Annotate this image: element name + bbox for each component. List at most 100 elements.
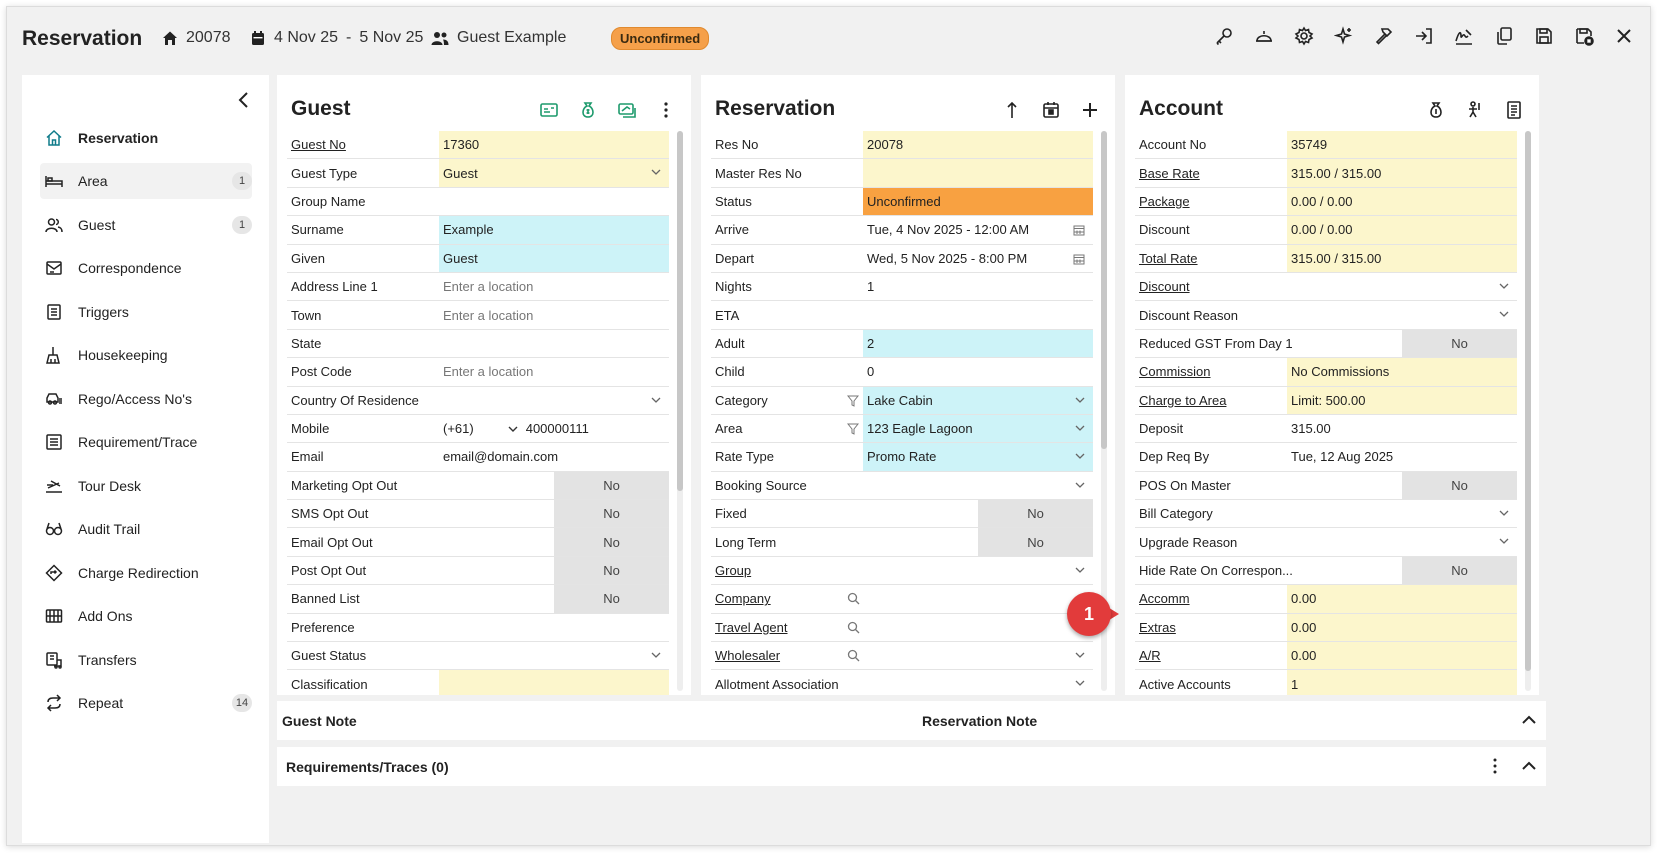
chevron-down-icon[interactable] (1499, 537, 1509, 545)
field-value[interactable]: No Commissions (1287, 358, 1517, 386)
field-label[interactable]: Accomm (1139, 591, 1190, 607)
calendar-icon[interactable] (1073, 224, 1085, 236)
field-label[interactable]: Company (715, 591, 771, 607)
field-value[interactable] (863, 585, 1093, 612)
service-bell-button[interactable] (1253, 25, 1275, 47)
field-value[interactable]: 0.00 (1287, 585, 1517, 613)
settings-button[interactable] (1293, 25, 1315, 47)
chevron-down-icon[interactable] (1075, 651, 1085, 659)
field-label[interactable]: Package (1139, 193, 1190, 209)
field-value[interactable]: 0.00 (1287, 642, 1517, 670)
sidebar-item-add-ons[interactable]: Add Ons (40, 598, 252, 634)
chevron-down-icon[interactable] (1075, 424, 1085, 432)
guest-card-money-button[interactable] (616, 99, 638, 121)
chevron-up-icon[interactable] (1520, 711, 1538, 729)
field-value[interactable] (863, 159, 1093, 187)
field-value[interactable]: 315.00 / 315.00 (1287, 244, 1517, 272)
field-value[interactable]: 0.00 (1287, 613, 1517, 642)
field-value[interactable]: 315.00 / 315.00 (1287, 159, 1517, 187)
field-value[interactable]: Guest (439, 244, 669, 272)
field-value[interactable] (1287, 500, 1517, 527)
chevron-down-icon[interactable] (508, 425, 518, 433)
sidebar-item-tour-desk[interactable]: Tour Desk (40, 468, 252, 504)
field-value[interactable] (439, 642, 669, 669)
statement-button[interactable] (1503, 99, 1525, 121)
chevron-down-icon[interactable] (1075, 566, 1085, 574)
field-label[interactable]: Travel Agent (715, 619, 788, 635)
chevron-down-icon[interactable] (1075, 396, 1085, 404)
sidebar-item-rego[interactable]: Rego/Access No's (40, 381, 252, 417)
sidebar-item-area[interactable]: Area 1 (40, 163, 252, 199)
chevron-down-icon[interactable] (1499, 509, 1509, 517)
location-input-placeholder[interactable]: Enter a location (443, 364, 534, 380)
toggle-switch[interactable]: No (554, 528, 669, 556)
sidebar-item-repeat[interactable]: Repeat 14 (40, 685, 252, 721)
field-value[interactable]: (+61) 400000111 (439, 415, 669, 442)
field-label[interactable]: Base Rate (1139, 165, 1200, 181)
magic-button[interactable] (1333, 25, 1355, 47)
field-value[interactable]: 1 (1287, 670, 1517, 695)
chevron-down-icon[interactable] (1075, 481, 1085, 489)
field-value[interactable]: Promo Rate (863, 443, 1093, 471)
scrollbar-thumb[interactable] (1101, 131, 1107, 449)
field-value[interactable] (1287, 301, 1517, 328)
reservation-note-label[interactable]: Reservation Note (922, 713, 1038, 729)
copy-button[interactable] (1493, 25, 1515, 47)
more-vertical-icon[interactable] (1486, 757, 1504, 775)
account-scrollbar[interactable] (1525, 131, 1531, 691)
field-value[interactable] (863, 557, 1093, 584)
toggle-switch[interactable]: No (1402, 329, 1517, 358)
guest-more-button[interactable] (655, 99, 677, 121)
search-icon[interactable] (847, 621, 860, 634)
field-value[interactable] (439, 670, 669, 695)
sidebar-item-charge-redirection[interactable]: Charge Redirection (40, 555, 252, 591)
field-value[interactable]: 123 Eagle Lagoon (863, 414, 1093, 443)
check-in-button[interactable] (1413, 25, 1435, 47)
toggle-switch[interactable]: No (554, 471, 669, 500)
add-button[interactable] (1079, 99, 1101, 121)
field-label[interactable]: Guest No (291, 137, 346, 153)
field-value[interactable] (439, 614, 669, 641)
filter-icon[interactable] (847, 423, 859, 435)
field-value[interactable]: Wed, 5 Nov 2025 - 8:00 PM (863, 245, 1093, 272)
close-button[interactable] (1613, 25, 1635, 47)
save-close-button[interactable] (1573, 25, 1595, 47)
field-label[interactable]: Group (715, 563, 752, 579)
field-value[interactable]: 0 (863, 358, 1093, 385)
field-value[interactable]: 17360 (439, 131, 669, 159)
filter-icon[interactable] (847, 395, 859, 407)
field-value[interactable]: Limit: 500.00 (1287, 386, 1517, 414)
sidebar-item-transfers[interactable]: Transfers (40, 642, 252, 678)
field-value[interactable]: Enter a location (439, 273, 669, 300)
scrollbar-thumb[interactable] (1525, 131, 1531, 671)
chevron-down-icon[interactable] (1499, 282, 1509, 290)
field-value[interactable]: Enter a location (439, 358, 669, 385)
guest-money-button[interactable] (577, 99, 599, 121)
toggle-switch[interactable]: No (978, 500, 1093, 528)
field-value[interactable]: Guest (439, 159, 669, 187)
sidebar-item-guest[interactable]: Guest 1 (40, 207, 252, 243)
move-up-button[interactable] (1001, 99, 1023, 121)
search-icon[interactable] (847, 649, 860, 662)
field-value[interactable]: Tue, 12 Aug 2025 (1287, 443, 1517, 470)
chevron-down-icon[interactable] (1499, 310, 1509, 318)
location-input-placeholder[interactable]: Enter a location (443, 279, 534, 295)
field-value[interactable]: 0.00 / 0.00 (1287, 216, 1517, 244)
field-value[interactable] (1287, 273, 1517, 300)
scrollbar-thumb[interactable] (677, 131, 683, 491)
field-label[interactable]: Commission (1139, 364, 1211, 380)
reservation-scrollbar[interactable] (1101, 131, 1107, 691)
chevron-down-icon[interactable] (651, 396, 661, 404)
save-button[interactable] (1533, 25, 1555, 47)
field-value[interactable]: 315.00 (1287, 415, 1517, 442)
sidebar-item-correspondence[interactable]: Correspondence (40, 250, 252, 286)
field-value[interactable] (863, 670, 1093, 695)
field-label[interactable]: Extras (1139, 619, 1176, 635)
calendar-icon[interactable] (1073, 253, 1085, 265)
search-icon[interactable] (847, 592, 860, 605)
field-value[interactable] (863, 614, 1093, 641)
chevron-down-icon[interactable] (1075, 452, 1085, 460)
field-value[interactable]: Enter a location (439, 301, 669, 328)
field-value[interactable] (439, 387, 669, 414)
field-value[interactable] (863, 642, 1093, 669)
